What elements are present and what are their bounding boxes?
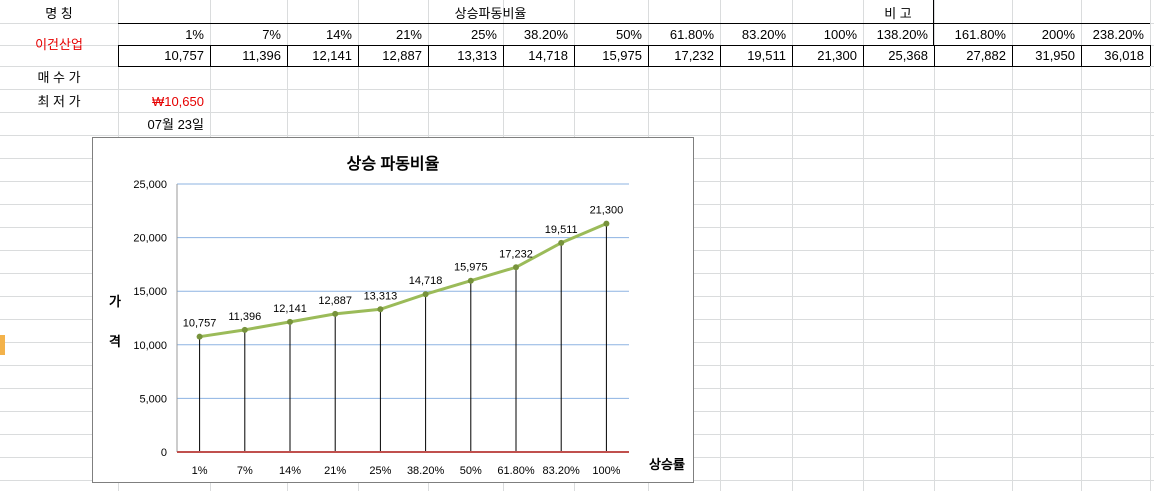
- buy-price-label: 매 수 가: [37, 70, 81, 85]
- price-cell[interactable]: 14,718: [528, 48, 568, 63]
- y-tick-label: 5,000: [139, 393, 167, 405]
- ratio-header-cell[interactable]: 25%: [470, 27, 497, 42]
- data-point[interactable]: [196, 333, 203, 340]
- y-axis-label-char-2: 격: [109, 334, 121, 349]
- ratio-header-cell[interactable]: 21%: [395, 27, 422, 42]
- data-label: 12,887: [318, 295, 352, 307]
- ratio-header-cell[interactable]: 161.80%: [954, 27, 1006, 42]
- x-tick-label: 50%: [460, 465, 482, 477]
- data-label: 12,141: [273, 303, 307, 315]
- x-tick-label: 61.80%: [497, 465, 535, 477]
- y-tick-label: 15,000: [133, 286, 167, 298]
- y-axis-label-char-1: 가: [109, 294, 121, 309]
- data-point[interactable]: [558, 239, 565, 246]
- data-label: 17,232: [499, 248, 533, 260]
- data-label: 11,396: [228, 311, 261, 323]
- y-tick-label: 20,000: [133, 233, 167, 245]
- data-point[interactable]: [287, 318, 293, 325]
- x-tick-label: 38.20%: [407, 465, 445, 477]
- data-point[interactable]: [422, 291, 429, 298]
- price-cell[interactable]: 10,757: [164, 48, 204, 63]
- data-label: 14,718: [409, 275, 443, 287]
- price-cell[interactable]: 17,232: [674, 48, 714, 63]
- x-tick-label: 14%: [279, 465, 301, 477]
- data-point[interactable]: [241, 326, 248, 333]
- ratio-header-cell[interactable]: 7%: [262, 27, 281, 42]
- ratio-header-cell[interactable]: 1%: [185, 27, 204, 42]
- y-tick-label: 10,000: [133, 340, 167, 352]
- price-cell[interactable]: 27,882: [966, 48, 1006, 63]
- data-point[interactable]: [603, 220, 610, 227]
- data-label: 15,975: [454, 262, 488, 274]
- x-tick-label: 25%: [369, 465, 391, 477]
- price-cell[interactable]: 19,511: [747, 48, 786, 63]
- name-label: 명 칭: [45, 6, 73, 21]
- ratio-header-cell[interactable]: 200%: [1041, 27, 1075, 42]
- line-chart[interactable]: 상승 파동비율 0 5,000 10,000 15,000 20,000 25,000 1…: [92, 137, 694, 483]
- y-tick-label: 25,000: [133, 179, 167, 191]
- ratio-header-cell[interactable]: 50%: [615, 27, 642, 42]
- y-tick-label: 0: [161, 447, 167, 459]
- data-point[interactable]: [332, 310, 339, 317]
- company-name: 이건산업: [35, 37, 83, 52]
- x-tick-label: 83.20%: [543, 465, 581, 477]
- price-cell[interactable]: 11,396: [242, 48, 281, 63]
- series-line[interactable]: [199, 222, 607, 339]
- price-cell[interactable]: 31,950: [1035, 48, 1075, 63]
- price-cell[interactable]: 36,018: [1104, 48, 1144, 63]
- price-cell[interactable]: 15,975: [602, 48, 642, 63]
- price-cell[interactable]: 25,368: [888, 48, 928, 63]
- data-label: 19,511: [545, 224, 578, 236]
- price-cell[interactable]: 21,300: [817, 48, 857, 63]
- data-point[interactable]: [467, 277, 474, 284]
- price-cell[interactable]: 12,141: [312, 48, 352, 63]
- chart-title: 상승 파동비율: [347, 155, 440, 173]
- price-cell[interactable]: 13,313: [457, 48, 497, 63]
- price-cell[interactable]: 12,887: [382, 48, 422, 63]
- ratio-header-cell[interactable]: 83.20%: [741, 27, 786, 42]
- ratio-header-cell[interactable]: 138.20%: [876, 27, 928, 42]
- x-tick-label: 21%: [324, 465, 346, 477]
- selected-row-marker: [0, 335, 5, 355]
- data-label: 10,757: [183, 318, 217, 330]
- x-tick-label: 100%: [592, 465, 620, 477]
- data-label: 13,313: [364, 290, 398, 302]
- ratio-header-cell[interactable]: 61.80%: [669, 27, 714, 42]
- chart-svg: 상승 파동비율 0 5,000 10,000 15,000 20,000 25,000 1…: [109, 155, 685, 477]
- ratio-header-cell[interactable]: 238.20%: [1092, 27, 1144, 42]
- ratio-header-cell[interactable]: 100%: [823, 27, 857, 42]
- data-point[interactable]: [513, 264, 519, 271]
- x-tick-label: 7%: [237, 465, 253, 477]
- x-axis-label: 상승률: [649, 457, 685, 472]
- ratio-header-cell[interactable]: 38.20%: [523, 27, 568, 42]
- data-point[interactable]: [377, 306, 384, 313]
- section-title: 상승파동비율: [454, 6, 527, 21]
- ratio-header-cell[interactable]: 14%: [325, 27, 352, 42]
- low-price-value: ₩10,650: [151, 94, 204, 109]
- remark-label: 비 고: [884, 6, 912, 21]
- date-value: 07월 23일: [147, 117, 204, 132]
- data-label: 21,300: [590, 205, 624, 217]
- x-tick-label: 1%: [192, 465, 208, 477]
- low-price-label: 최 저 가: [37, 94, 81, 109]
